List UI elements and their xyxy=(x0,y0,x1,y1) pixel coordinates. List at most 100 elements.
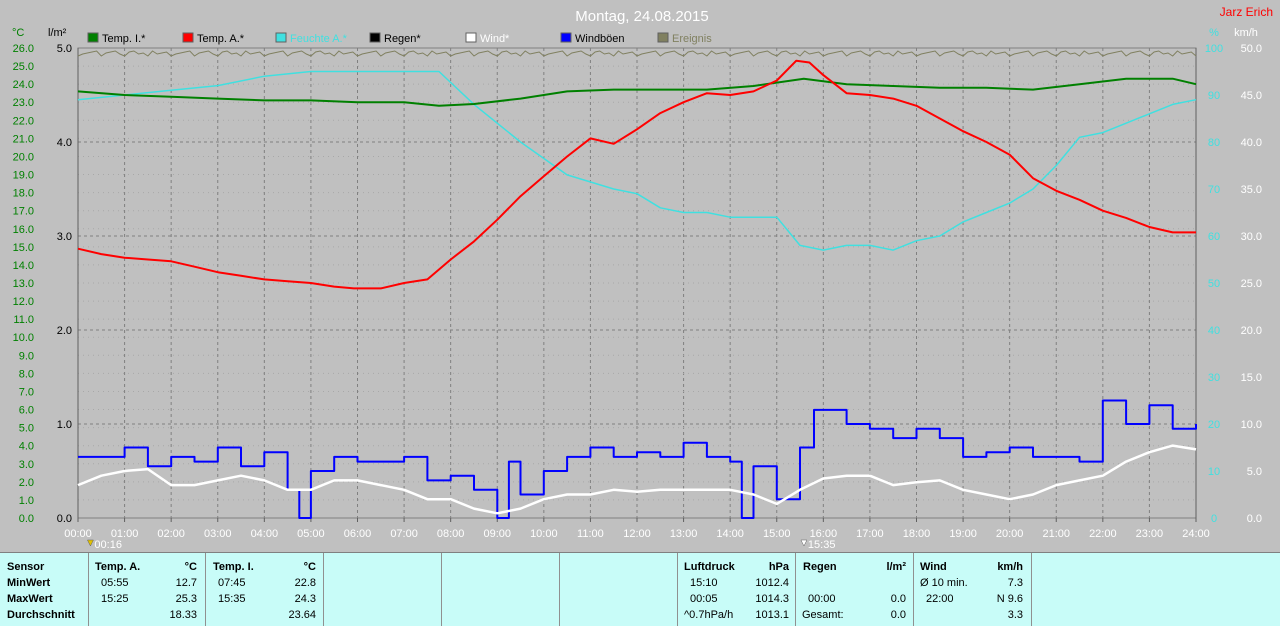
sensor-column: Sensor MinWert MaxWert Durchschnitt xyxy=(0,553,89,626)
wind-last-value: 3.3 xyxy=(1007,609,1023,621)
legend-swatch-ereignis xyxy=(657,32,669,43)
x-tick-label: 15:00 xyxy=(763,528,791,540)
luftdruck-trend-label: ^0.7hPa/h xyxy=(684,609,734,621)
x-tick-label: 22:00 xyxy=(1089,528,1117,540)
x-tick-label: 11:00 xyxy=(577,528,604,540)
wind-series xyxy=(77,444,1197,515)
temp-tick-label: 0.0 xyxy=(19,513,34,525)
temp-tick-label: 19.0 xyxy=(13,170,34,182)
temp-tick-label: 14.0 xyxy=(13,260,34,272)
x-tick-label: 18:00 xyxy=(903,528,931,540)
rain-tick-label: 1.0 xyxy=(57,419,72,431)
legend-label-wind: Wind* xyxy=(480,33,510,45)
regen-time: 00:00 xyxy=(808,593,836,605)
wind-tick-label: 10.0 xyxy=(1241,419,1262,431)
humidity-tick-label: 20 xyxy=(1208,419,1220,431)
humidity-tick-label: 40 xyxy=(1208,325,1220,337)
rain-tick-label: 2.0 xyxy=(57,325,72,337)
author-label: Jarz Erich xyxy=(1220,5,1273,19)
rain-tick-label: 3.0 xyxy=(57,231,72,243)
x-tick-label: 16:00 xyxy=(810,528,838,540)
temp-i-header: Temp. I. xyxy=(213,561,254,573)
temp-tick-label: 15.0 xyxy=(13,242,34,254)
axes: 00:00 01:00 02:00 03:00 04:00 05:00 06:00 07:00… xyxy=(12,27,1262,540)
wind-tick-label: 50.0 xyxy=(1241,43,1262,55)
legend-label-ereignis: Ereignis xyxy=(672,33,712,45)
temp-a-min-value: 12.7 xyxy=(175,577,197,589)
temp-tick-label: 1.0 xyxy=(19,495,34,507)
temp-tick-label: 26.0 xyxy=(13,43,34,55)
legend-swatch-feuchte xyxy=(275,32,287,43)
temp-tick-label: 23.0 xyxy=(13,97,34,109)
humidity-tick-label: 0 xyxy=(1211,513,1217,525)
temp-a-avg-value: 18.33 xyxy=(169,609,197,621)
temp-tick-label: 11.0 xyxy=(13,314,34,326)
humidity-axis-unit: % xyxy=(1209,27,1219,39)
x-tick-label: 17:00 xyxy=(856,528,884,540)
rain-tick-label: 5.0 xyxy=(57,43,72,55)
wind-header: Wind xyxy=(920,561,947,573)
regen-total-value: 0.0 xyxy=(890,609,906,621)
windboeen-series xyxy=(78,399,1197,519)
x-tick-label: 02:00 xyxy=(157,528,185,540)
temp-tick-label: 16.0 xyxy=(13,224,34,236)
regen-unit: l/m² xyxy=(886,561,906,573)
x-tick-label: 14:00 xyxy=(716,528,744,540)
empty-column-2 xyxy=(441,553,560,626)
x-tick-label: 06:00 xyxy=(344,528,372,540)
x-tick-label: 24:00 xyxy=(1182,528,1210,540)
wind-tick-label: 5.0 xyxy=(1247,466,1262,478)
legend-swatch-temp_i xyxy=(87,32,99,43)
temp-tick-label: 7.0 xyxy=(19,386,34,398)
wind-tick-label: 15.0 xyxy=(1241,372,1262,384)
series-group xyxy=(77,50,1197,519)
x-tick-label: 20:00 xyxy=(996,528,1024,540)
legend-swatch-wind xyxy=(465,32,477,43)
luftdruck-unit: hPa xyxy=(768,561,789,573)
luftdruck-max-value: 1014.3 xyxy=(755,593,789,605)
legend-label-temp_a: Temp. A.* xyxy=(197,33,245,45)
legend-label-windboeen: Windböen xyxy=(575,33,625,45)
wind-tick-label: 45.0 xyxy=(1241,90,1262,102)
marker-label: 15:35 xyxy=(808,539,836,551)
temp-tick-label: 12.0 xyxy=(13,296,34,308)
temp-i-max-time: 15:35 xyxy=(218,593,246,605)
luftdruck-min-time: 15:10 xyxy=(690,577,718,589)
x-tick-label: 13:00 xyxy=(670,528,698,540)
chart-legend: Temp. I.* Temp. A.* Feuchte A.* Regen* Wind*… xyxy=(87,32,712,45)
humidity-tick-label: 30 xyxy=(1208,372,1220,384)
wind-time: 22:00 xyxy=(926,593,954,605)
humidity-tick-label: 60 xyxy=(1208,231,1220,243)
wind-unit: km/h xyxy=(997,561,1023,573)
legend-label-temp_i: Temp. I.* xyxy=(102,33,146,45)
temp-tick-label: 25.0 xyxy=(13,61,34,73)
temp-a-column: Temp. A. °C 05:55 12.7 15:25 25.3 18.33 xyxy=(88,553,206,626)
temp-tick-label: 2.0 xyxy=(19,477,34,489)
legend-label-feuchte: Feuchte A.* xyxy=(290,33,348,45)
legend-swatch-windboeen xyxy=(560,32,572,43)
weather-chart: Montag, 24.08.2015 Jarz Erich Temp. I.* T… xyxy=(12,5,1273,551)
regen-total-label: Gesamt: xyxy=(802,609,844,621)
temp-i-unit: °C xyxy=(303,561,316,573)
wind-tick-label: 40.0 xyxy=(1241,137,1262,149)
temp-a-min-time: 05:55 xyxy=(101,577,129,589)
marker-label: 00:16 xyxy=(94,539,122,551)
temp-a-header: Temp. A. xyxy=(95,561,141,573)
wind-tick-label: 25.0 xyxy=(1241,278,1262,290)
rain-tick-label: 0.0 xyxy=(57,513,72,525)
x-tick-label: 08:00 xyxy=(437,528,465,540)
x-tick-label: 07:00 xyxy=(390,528,418,540)
marker-icon xyxy=(800,539,808,547)
x-tick-label: 12:00 xyxy=(623,528,651,540)
luftdruck-min-value: 1012.4 xyxy=(755,577,789,589)
x-tick-label: 09:00 xyxy=(483,528,511,540)
wind-direction-value: N 9.6 xyxy=(996,593,1023,605)
temp-tick-label: 6.0 xyxy=(19,405,34,417)
wind-avg-label: Ø 10 min. xyxy=(920,577,968,589)
wind-tick-label: 20.0 xyxy=(1241,325,1262,337)
feuchte-series xyxy=(77,70,1197,251)
x-tick-label: 10:00 xyxy=(530,528,558,540)
luftdruck-header: Luftdruck xyxy=(684,561,735,573)
temp-i-max-value: 24.3 xyxy=(294,593,316,605)
humidity-tick-label: 50 xyxy=(1208,278,1220,290)
